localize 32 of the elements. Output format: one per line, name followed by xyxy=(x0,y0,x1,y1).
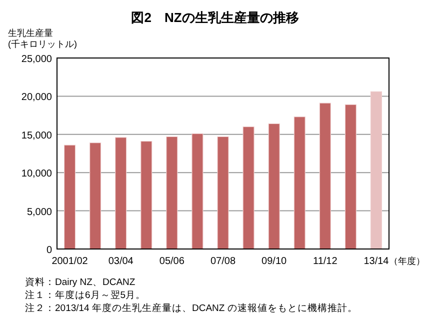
text: 資料：Dairy NZ、DCANZ xyxy=(25,276,136,288)
y-tick-label: 10,000 xyxy=(21,168,52,180)
bar xyxy=(140,140,152,250)
y-axis-title: 生乳生産量 (千キロリットル) xyxy=(8,28,77,49)
x-tick-label: 07/08 xyxy=(210,256,236,267)
bar xyxy=(115,137,127,250)
y-tick-label: 25,000 xyxy=(21,54,52,65)
x-tick-label: 09/10 xyxy=(262,256,288,267)
text: 注１：年度は6月～翌5月。 xyxy=(25,289,146,301)
x-tick-label: 13/14 xyxy=(364,256,390,267)
y-tick-label: 15,000 xyxy=(21,130,52,142)
x-axis-title: （年度） xyxy=(389,256,425,266)
bar xyxy=(166,136,178,250)
bar xyxy=(294,116,306,250)
bar xyxy=(64,144,76,250)
bar xyxy=(90,142,102,250)
text: 注２：2013/14 年度の生乳生産量は、DCANZ の速報値をもとに機構推計。 xyxy=(25,302,358,314)
y-tick-label: 0 xyxy=(46,245,52,256)
bar xyxy=(242,126,254,250)
y-tick-label: 5,000 xyxy=(26,206,52,218)
x-tick-label: 11/12 xyxy=(313,256,338,267)
bar xyxy=(217,136,229,250)
bar xyxy=(268,123,280,250)
x-tick-label: 05/06 xyxy=(159,256,185,267)
x-tick-label: 2001/02 xyxy=(52,256,88,267)
bar xyxy=(370,91,382,250)
y-tick-label: 20,000 xyxy=(21,92,52,104)
bar xyxy=(319,102,331,250)
bar xyxy=(344,104,356,250)
x-tick-label: 03/04 xyxy=(108,256,134,267)
bar xyxy=(192,133,204,250)
chart-title: 図2 NZの生乳生産量の推移 xyxy=(131,10,299,25)
